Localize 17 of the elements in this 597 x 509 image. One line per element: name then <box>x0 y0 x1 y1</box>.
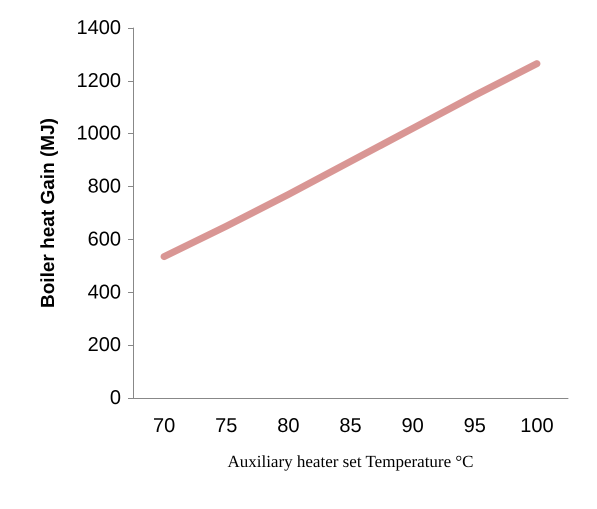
x-tick-label: 90 <box>402 415 424 437</box>
y-tick-label: 400 <box>88 281 121 304</box>
x-tick-label: 95 <box>464 415 486 437</box>
y-tick-label: 600 <box>88 228 121 250</box>
x-tick-label: 75 <box>215 415 238 437</box>
x-tick-label: 80 <box>277 415 300 437</box>
y-tick-label: 0 <box>110 387 121 409</box>
y-tick-label: 1400 <box>76 17 121 39</box>
y-tick-label: 1000 <box>76 122 121 145</box>
y-tick-label: 1200 <box>76 70 121 92</box>
x-tick-label: 100 <box>520 415 554 437</box>
y-tick-label: 800 <box>88 176 121 198</box>
x-axis-title: Auxiliary heater set Temperature °C <box>227 452 474 471</box>
x-tick-label: 85 <box>339 415 362 437</box>
y-axis-title: Boiler heat Gain (MJ) <box>38 118 59 308</box>
y-tick-label: 200 <box>88 334 121 356</box>
x-tick-label: 70 <box>152 415 176 437</box>
